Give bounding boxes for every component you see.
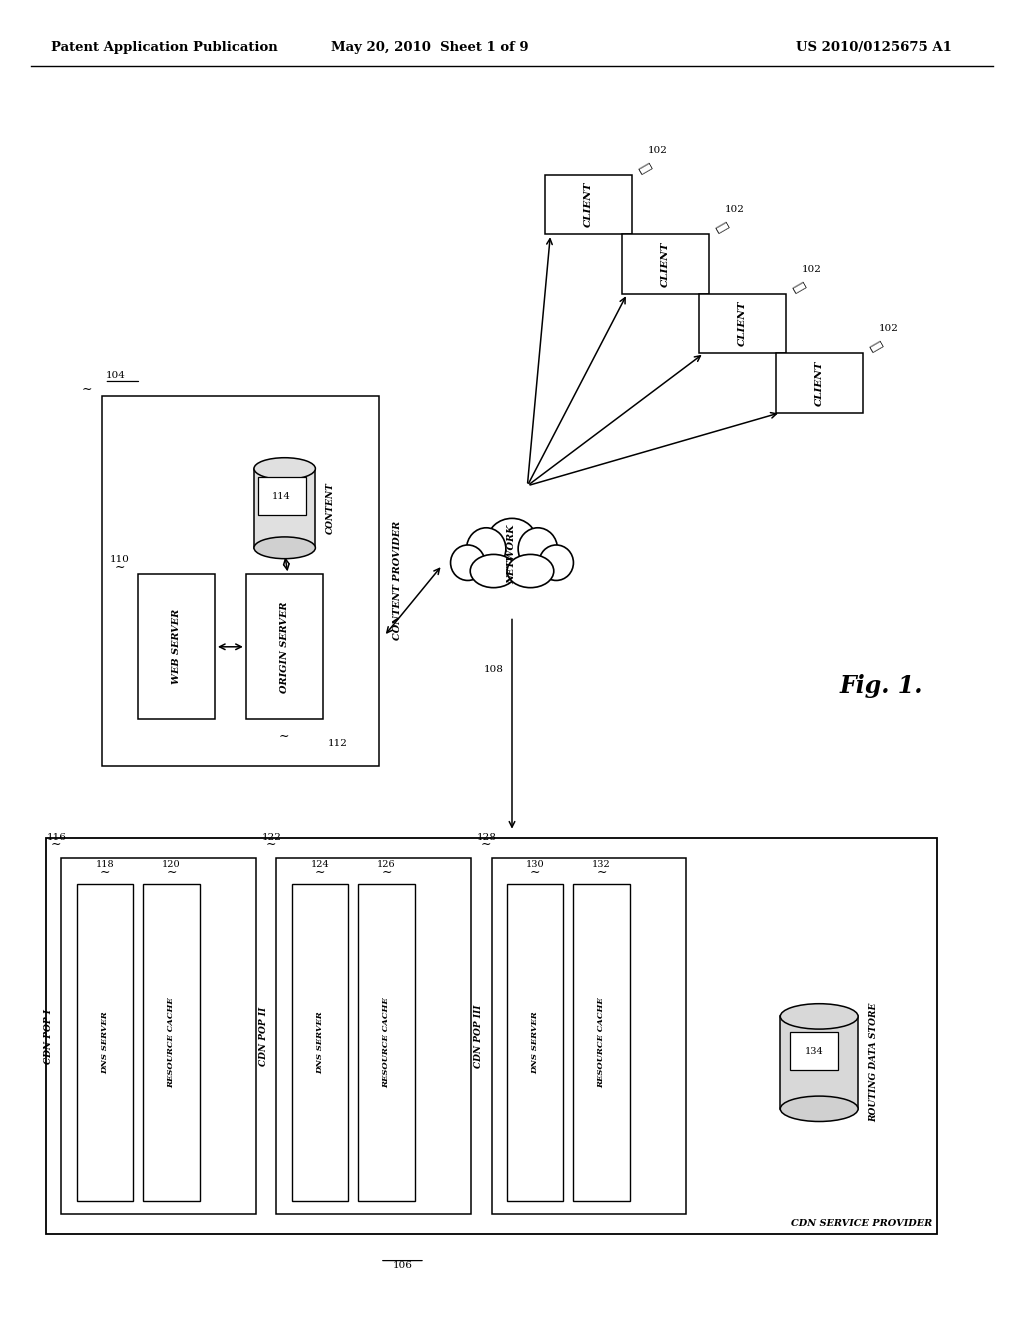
- Text: Patent Application Publication: Patent Application Publication: [51, 41, 278, 54]
- FancyBboxPatch shape: [623, 235, 709, 293]
- FancyBboxPatch shape: [276, 858, 471, 1214]
- Text: 102: 102: [725, 206, 744, 214]
- Text: 112: 112: [328, 739, 347, 748]
- Ellipse shape: [780, 1096, 858, 1122]
- Text: 102: 102: [648, 147, 668, 156]
- Text: CDN POP II: CDN POP II: [259, 1007, 268, 1065]
- Text: 108: 108: [483, 665, 504, 673]
- Text: 116: 116: [46, 833, 67, 842]
- Text: ∼: ∼: [314, 866, 326, 879]
- Text: 114: 114: [272, 492, 291, 500]
- FancyBboxPatch shape: [77, 884, 133, 1201]
- FancyBboxPatch shape: [545, 174, 632, 235]
- Ellipse shape: [470, 554, 517, 587]
- Ellipse shape: [451, 545, 485, 581]
- Text: NETWORK: NETWORK: [508, 524, 516, 585]
- Text: ∼: ∼: [166, 866, 177, 879]
- Text: 104: 104: [105, 371, 125, 380]
- Text: 124: 124: [310, 859, 330, 869]
- Text: CDN SERVICE PROVIDER: CDN SERVICE PROVIDER: [791, 1218, 932, 1228]
- Text: ❨: ❨: [637, 161, 652, 176]
- Text: 102: 102: [879, 325, 898, 334]
- Ellipse shape: [467, 528, 506, 570]
- Text: 122: 122: [261, 833, 282, 842]
- Text: CONTENT: CONTENT: [327, 482, 335, 535]
- Text: CDN POP I: CDN POP I: [44, 1008, 53, 1064]
- FancyBboxPatch shape: [292, 884, 348, 1201]
- Text: WEB SERVER: WEB SERVER: [172, 609, 181, 685]
- Text: CLIENT: CLIENT: [662, 242, 670, 286]
- Text: 134: 134: [805, 1047, 823, 1056]
- Text: RESOURCE CACHE: RESOURCE CACHE: [383, 998, 390, 1088]
- Text: DNS SERVER: DNS SERVER: [531, 1011, 539, 1074]
- Text: 106: 106: [392, 1261, 413, 1270]
- Ellipse shape: [254, 458, 315, 479]
- FancyBboxPatch shape: [358, 884, 415, 1201]
- Text: ∼: ∼: [99, 866, 111, 879]
- Ellipse shape: [780, 1003, 858, 1030]
- Text: ❨: ❨: [791, 280, 806, 294]
- Text: CONTENT PROVIDER: CONTENT PROVIDER: [393, 521, 401, 640]
- Ellipse shape: [487, 519, 537, 562]
- Text: 120: 120: [162, 859, 181, 869]
- Text: US 2010/0125675 A1: US 2010/0125675 A1: [797, 41, 952, 54]
- Text: 126: 126: [377, 859, 396, 869]
- Text: ∼: ∼: [529, 866, 541, 879]
- FancyBboxPatch shape: [492, 858, 686, 1214]
- Text: ∼: ∼: [115, 561, 125, 574]
- FancyBboxPatch shape: [776, 352, 862, 412]
- Text: DNS SERVER: DNS SERVER: [101, 1011, 109, 1074]
- Text: ❨: ❨: [714, 220, 729, 235]
- Text: CLIENT: CLIENT: [585, 182, 593, 227]
- Text: ORIGIN SERVER: ORIGIN SERVER: [280, 601, 289, 693]
- Text: ∼: ∼: [51, 838, 61, 851]
- Text: May 20, 2010  Sheet 1 of 9: May 20, 2010 Sheet 1 of 9: [332, 41, 528, 54]
- Ellipse shape: [254, 537, 315, 558]
- Text: ∼: ∼: [279, 730, 290, 743]
- FancyBboxPatch shape: [138, 574, 215, 719]
- Text: CLIENT: CLIENT: [738, 301, 746, 346]
- Text: 128: 128: [476, 833, 497, 842]
- Ellipse shape: [518, 528, 557, 570]
- Text: ∼: ∼: [381, 866, 392, 879]
- Text: ∼: ∼: [481, 838, 492, 851]
- Ellipse shape: [507, 554, 554, 587]
- Text: 102: 102: [802, 265, 821, 275]
- FancyBboxPatch shape: [780, 1016, 858, 1109]
- Text: RESOURCE CACHE: RESOURCE CACHE: [168, 998, 175, 1088]
- Text: Fig. 1.: Fig. 1.: [840, 675, 924, 698]
- Text: RESOURCE CACHE: RESOURCE CACHE: [598, 998, 605, 1088]
- FancyBboxPatch shape: [507, 884, 563, 1201]
- FancyBboxPatch shape: [698, 293, 786, 352]
- Text: ❨: ❨: [867, 339, 883, 354]
- FancyBboxPatch shape: [46, 838, 937, 1234]
- FancyBboxPatch shape: [61, 858, 256, 1214]
- Ellipse shape: [539, 545, 573, 581]
- FancyBboxPatch shape: [102, 396, 379, 766]
- Text: CLIENT: CLIENT: [815, 360, 823, 405]
- Text: 130: 130: [525, 859, 545, 869]
- FancyBboxPatch shape: [573, 884, 630, 1201]
- Text: 132: 132: [592, 859, 611, 869]
- FancyBboxPatch shape: [254, 469, 315, 548]
- Text: ∼: ∼: [266, 838, 276, 851]
- FancyBboxPatch shape: [246, 574, 323, 719]
- Text: ∼: ∼: [596, 866, 607, 879]
- Text: 110: 110: [110, 554, 130, 564]
- Text: ROUTING DATA STORE: ROUTING DATA STORE: [869, 1003, 878, 1122]
- Text: ∼: ∼: [82, 383, 92, 396]
- FancyBboxPatch shape: [143, 884, 200, 1201]
- Text: CDN POP III: CDN POP III: [474, 1005, 483, 1068]
- Text: 118: 118: [95, 859, 115, 869]
- Text: DNS SERVER: DNS SERVER: [316, 1011, 324, 1074]
